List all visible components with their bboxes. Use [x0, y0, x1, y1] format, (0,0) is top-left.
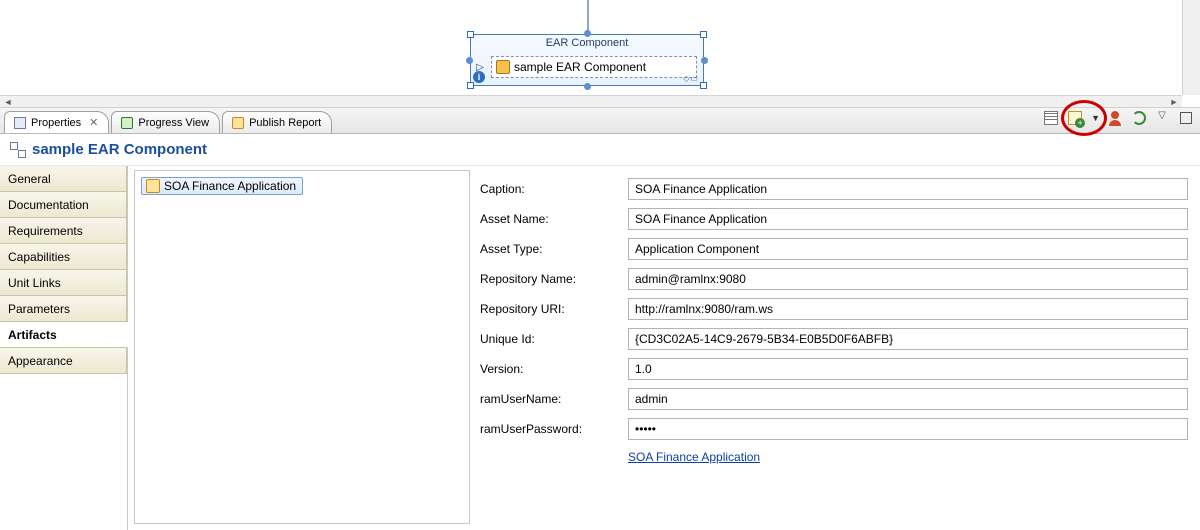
node-inner[interactable]: sample EAR Component [491, 56, 697, 78]
close-icon[interactable]: ✕ [89, 116, 98, 129]
artifact-detail-pane: Caption: Asset Name: Asset Type: Repository… [476, 166, 1200, 530]
sidetab-parameters[interactable]: Parameters [0, 296, 127, 322]
scroll-right-icon[interactable]: ► [1166, 96, 1182, 107]
field-label-uniqueId: Unique Id: [480, 332, 620, 346]
ear-component-icon [496, 60, 510, 74]
ear-component-node[interactable]: EAR Component ▷ sample EAR Component i ◇… [470, 34, 704, 86]
tab-label: Publish Report [249, 117, 321, 129]
resize-handle-ne[interactable] [700, 31, 707, 38]
properties-header: sample EAR Component [0, 134, 1200, 166]
page-icon[interactable] [1043, 110, 1059, 126]
sidetab-unitlinks[interactable]: Unit Links [0, 270, 127, 296]
artifact-link[interactable]: SOA Finance Application [628, 450, 760, 464]
node-inner-label: sample EAR Component [514, 60, 646, 74]
connection-handle-n[interactable] [584, 30, 591, 37]
field-label-repoUri: Repository URI: [480, 302, 620, 316]
field-row-ramPass: ramUserPassword: [480, 414, 1188, 444]
field-row-repoName: Repository Name: [480, 264, 1188, 294]
field-row-uniqueId: Unique Id: [480, 324, 1188, 354]
maximize-icon[interactable] [1178, 110, 1194, 126]
connection-handle-s[interactable] [584, 83, 591, 90]
field-input-ramPass[interactable] [628, 418, 1188, 440]
field-input-uniqueId[interactable] [628, 328, 1188, 350]
field-label-ramPass: ramUserPassword: [480, 422, 620, 436]
resize-handle-nw[interactable] [467, 31, 474, 38]
field-label-caption: Caption: [480, 182, 620, 196]
doc-plus-icon[interactable] [1067, 110, 1083, 126]
field-row-caption: Caption: [480, 174, 1188, 204]
field-input-ramUser[interactable] [628, 388, 1188, 410]
resize-handle-sw[interactable] [467, 82, 474, 89]
properties-side-tabs: GeneralDocumentationRequirementsCapabili… [0, 166, 128, 530]
tree-item-label: SOA Finance Application [164, 179, 296, 193]
sidetab-documentation[interactable]: Documentation [0, 192, 127, 218]
connector-line [587, 0, 589, 34]
field-label-assetType: Asset Type: [480, 242, 620, 256]
field-input-version[interactable] [628, 358, 1188, 380]
field-input-repoName[interactable] [628, 268, 1188, 290]
field-label-version: Version: [480, 362, 620, 376]
view-tabstrip: Properties ✕ Progress View Publish Report ▼ [0, 108, 1200, 134]
resize-handle-se[interactable] [700, 82, 707, 89]
field-input-assetType[interactable] [628, 238, 1188, 260]
publish-icon [231, 116, 245, 130]
tab-properties[interactable]: Properties ✕ [4, 111, 109, 133]
sidetab-requirements[interactable]: Requirements [0, 218, 127, 244]
props-icon [13, 116, 27, 130]
field-input-assetName[interactable] [628, 208, 1188, 230]
field-row-version: Version: [480, 354, 1188, 384]
component-icon [10, 142, 26, 158]
dropdown-icon[interactable]: ▼ [1091, 113, 1100, 123]
scroll-left-icon[interactable]: ◄ [0, 96, 16, 107]
pin-icon[interactable] [1154, 110, 1170, 126]
field-input-repoUri[interactable] [628, 298, 1188, 320]
sidetab-capabilities[interactable]: Capabilities [0, 244, 127, 270]
field-label-ramUser: ramUserName: [480, 392, 620, 406]
artifact-tree[interactable]: SOA Finance Application [134, 170, 470, 524]
field-label-repoName: Repository Name: [480, 272, 620, 286]
diagram-canvas[interactable]: EAR Component ▷ sample EAR Component i ◇… [0, 0, 1200, 108]
vertical-scrollbar[interactable] [1182, 0, 1200, 95]
sidetab-appearance[interactable]: Appearance [0, 348, 127, 374]
person-icon[interactable] [1108, 110, 1124, 126]
view-toolbar: ▼ [1043, 110, 1194, 126]
field-row-ramUser: ramUserName: [480, 384, 1188, 414]
field-row-assetType: Asset Type: [480, 234, 1188, 264]
progress-icon [120, 116, 134, 130]
sidetab-filler [0, 374, 127, 530]
sidetab-artifacts[interactable]: Artifacts [0, 322, 128, 348]
tab-publish[interactable]: Publish Report [222, 111, 332, 133]
tab-label: Properties [31, 117, 81, 129]
reload-icon[interactable] [1132, 111, 1146, 125]
tab-label: Progress View [138, 117, 209, 129]
node-title: EAR Component [471, 35, 703, 51]
sidetab-general[interactable]: General [0, 166, 127, 192]
restore-icon[interactable]: ◇▭ [683, 74, 699, 83]
connection-handle-e[interactable] [701, 57, 708, 64]
properties-title: sample EAR Component [32, 141, 207, 158]
field-label-assetName: Asset Name: [480, 212, 620, 226]
field-row-repoUri: Repository URI: [480, 294, 1188, 324]
asset-icon [146, 179, 160, 193]
tree-item[interactable]: SOA Finance Application [141, 177, 303, 195]
info-icon[interactable]: i [473, 71, 485, 83]
field-row-assetName: Asset Name: [480, 204, 1188, 234]
field-input-caption[interactable] [628, 178, 1188, 200]
horizontal-scrollbar[interactable]: ◄ ► [0, 95, 1182, 107]
properties-body: GeneralDocumentationRequirementsCapabili… [0, 166, 1200, 530]
tab-progress[interactable]: Progress View [111, 111, 220, 133]
connection-handle-w[interactable] [466, 57, 473, 64]
